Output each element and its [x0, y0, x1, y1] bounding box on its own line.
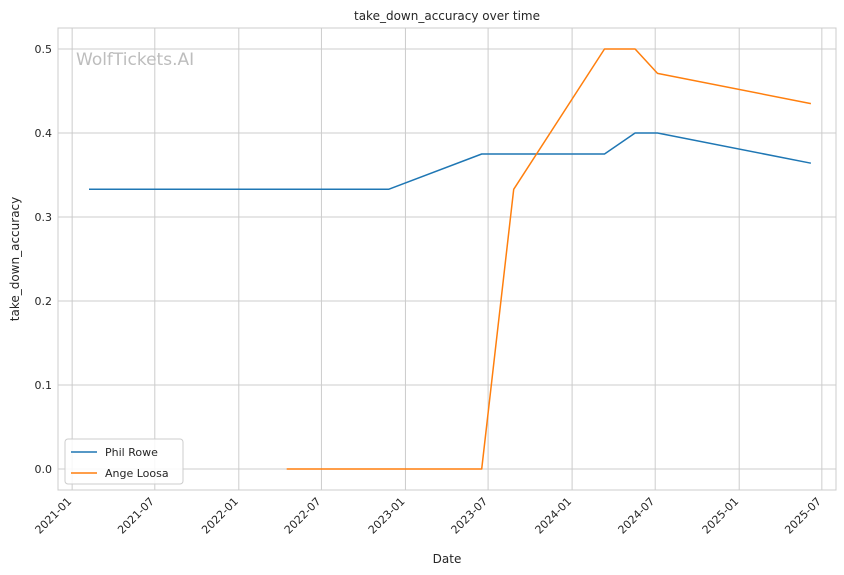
x-tick-label: 2023-01 — [366, 495, 408, 537]
y-tick-label: 0.5 — [35, 43, 53, 56]
legend-label-ange-loosa: Ange Loosa — [105, 467, 169, 480]
x-tick-label: 2024-07 — [616, 495, 658, 537]
x-tick-label: 2024-01 — [533, 495, 575, 537]
x-tick-label: 2021-01 — [33, 495, 75, 537]
series-line-ange-loosa — [286, 48, 812, 470]
x-tick-label: 2025-01 — [700, 495, 742, 537]
legend: Phil Rowe Ange Loosa — [64, 438, 184, 485]
watermark: WolfTickets.AI — [76, 50, 194, 70]
x-tick-label: 2022-01 — [199, 495, 241, 537]
y-axis-label: take_down_accuracy — [8, 197, 22, 321]
y-tick-label: 0.0 — [35, 463, 53, 476]
x-tick-label: 2022-07 — [282, 495, 324, 537]
legend-label-phil-rowe: Phil Rowe — [105, 446, 158, 459]
y-tick-label: 0.2 — [35, 295, 53, 308]
x-axis-label: Date — [433, 552, 462, 566]
grid — [58, 28, 836, 490]
y-tick-label: 0.4 — [35, 127, 53, 140]
series-line-phil-rowe — [89, 132, 812, 191]
x-tick-label: 2023-07 — [449, 495, 491, 537]
y-tick-label: 0.3 — [35, 211, 53, 224]
x-tick-label: 2021-07 — [115, 495, 157, 537]
chart-title: take_down_accuracy over time — [354, 9, 540, 23]
plot-frame — [57, 27, 837, 491]
y-tick-label: 0.1 — [35, 379, 53, 392]
x-tick-label: 2025-07 — [782, 495, 824, 537]
series — [89, 48, 812, 470]
y-axis-ticks: 0.0 0.1 0.2 0.3 0.4 0.5 — [35, 43, 53, 476]
x-axis-ticks: 2021-01 2021-07 2022-01 2022-07 2023-01 2023-… — [33, 495, 824, 537]
